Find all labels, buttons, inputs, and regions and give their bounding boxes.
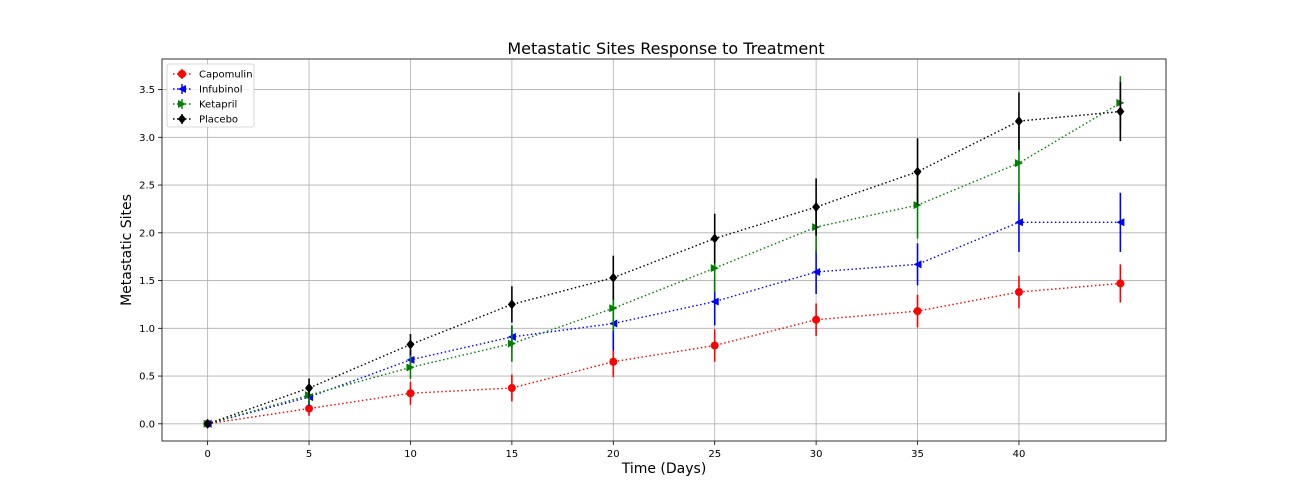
capomulin-point (913, 307, 922, 316)
placebo-point (203, 418, 212, 429)
ketapril-point (507, 339, 516, 348)
y-tick-label: 1.0 (139, 324, 155, 335)
x-tick-label: 5 (306, 449, 312, 460)
legend-label-placebo: Placebo (199, 115, 238, 126)
legend-item-infubinol: Infubinol (173, 84, 243, 96)
placebo-point (406, 339, 415, 350)
ketapril-point (710, 264, 719, 273)
capomulin-point (812, 315, 821, 324)
legend-label-capomulin: Capomulin (199, 70, 253, 81)
legend-item-placebo: Placebo (173, 114, 238, 126)
x-tick-label: 25 (708, 449, 721, 460)
axes: 0 5 10 15 20 25 30 35 40 0.0 0.5 1.0 1.5 2.0 2.5 3.0 3.5 (139, 85, 1025, 460)
legend-swatch-marker (178, 114, 186, 124)
y-tick-label: 2.5 (139, 181, 155, 192)
placebo-point (710, 233, 719, 244)
placebo-point (1014, 116, 1023, 127)
placebo-point (507, 299, 516, 310)
capomulin-point (609, 357, 618, 366)
x-tick-label: 40 (1013, 449, 1026, 460)
chart-title: Metastatic Sites Response to Treatment (507, 39, 824, 58)
x-tick-label: 30 (810, 449, 823, 460)
ketapril-point (1014, 159, 1023, 168)
capomulin-point (406, 389, 415, 398)
plot-frame (161, 58, 1167, 442)
legend-label-ketapril: Ketapril (199, 100, 237, 111)
x-tick-label: 20 (607, 449, 620, 460)
infubinol-point (1116, 218, 1125, 227)
x-tick-label: 10 (404, 449, 417, 460)
capomulin-point (507, 383, 516, 392)
legend-swatch-marker (178, 85, 186, 93)
y-tick-label: 0.5 (139, 372, 155, 383)
legend-box (166, 63, 255, 128)
placebo-point (1116, 106, 1125, 117)
capomulin-point (710, 341, 719, 350)
infubinol-point (913, 260, 922, 269)
y-tick-label: 3.0 (139, 133, 155, 144)
y-axis-title: Metastatic Sites (119, 194, 135, 306)
placebo-point (913, 166, 922, 177)
capomulin-point (1116, 279, 1125, 288)
infubinol-point (1014, 218, 1023, 227)
ketapril-point (406, 363, 415, 372)
legend-swatch-marker (178, 70, 186, 78)
ketapril-point (609, 304, 618, 313)
legend-label-infubinol: Infubinol (199, 85, 243, 96)
y-tick-label: 0.0 (139, 419, 155, 430)
placebo-point (305, 382, 314, 393)
infubinol-point (812, 267, 821, 276)
legend-item-capomulin: Capomulin (173, 69, 253, 81)
x-tick-label: 15 (506, 449, 519, 460)
infubinol-point (710, 297, 719, 306)
plot-area (203, 76, 1125, 429)
infubinol-line (207, 221, 1121, 425)
placebo-point (812, 202, 821, 213)
capomulin-line (207, 282, 1121, 425)
legend-item-ketapril: Ketapril (173, 99, 237, 111)
placebo-point (609, 272, 618, 283)
ketapril-line (207, 102, 1121, 425)
x-axis-title: Time (Days) (621, 461, 707, 477)
legend: Capomulin Infubinol Ketapril Placebo (166, 63, 255, 128)
series-placebo (203, 81, 1125, 429)
y-tick-label: 2.0 (139, 228, 155, 239)
capomulin-point (305, 404, 314, 413)
capomulin-point (1014, 288, 1023, 297)
x-tick-label: 0 (204, 449, 210, 460)
y-tick-label: 3.5 (139, 85, 155, 96)
legend-swatch-marker (178, 100, 186, 108)
y-tick-label: 1.5 (139, 276, 155, 287)
x-tick-label: 35 (911, 449, 924, 460)
